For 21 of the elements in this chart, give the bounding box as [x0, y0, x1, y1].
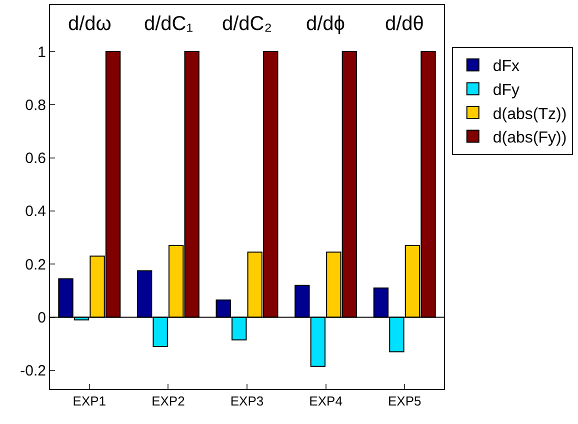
- annotation: d/dϕ: [306, 13, 346, 35]
- x-tick-label: EXP2: [152, 394, 185, 409]
- annotation: d/dω: [68, 13, 112, 35]
- y-tick-label: 0.8: [25, 96, 46, 114]
- x-tick-label: EXP4: [309, 394, 342, 409]
- y-tick-label: 1: [38, 44, 46, 61]
- y-tick-label: 0.2: [25, 256, 46, 274]
- legend-label: d(abs(Fy)): [492, 130, 567, 147]
- y-tick-label: 0.6: [25, 150, 46, 168]
- annotation: d/dθ: [385, 13, 424, 35]
- y-tick-label: 0.4: [25, 203, 46, 220]
- annotation: d/dC₂: [222, 13, 272, 35]
- annotation: d/dC₁: [144, 13, 194, 35]
- y-tick-label: -0.2: [20, 362, 46, 380]
- legend-label: d(abs(Tz)): [492, 106, 567, 123]
- y-tick-label: 0: [38, 310, 46, 326]
- x-tick-label: EXP1: [72, 394, 106, 409]
- legend-label: dFx: [492, 58, 520, 76]
- x-tick-label: EXP5: [388, 394, 422, 409]
- x-tick-label: EXP3: [230, 394, 264, 409]
- legend-label: dFy: [492, 82, 520, 99]
